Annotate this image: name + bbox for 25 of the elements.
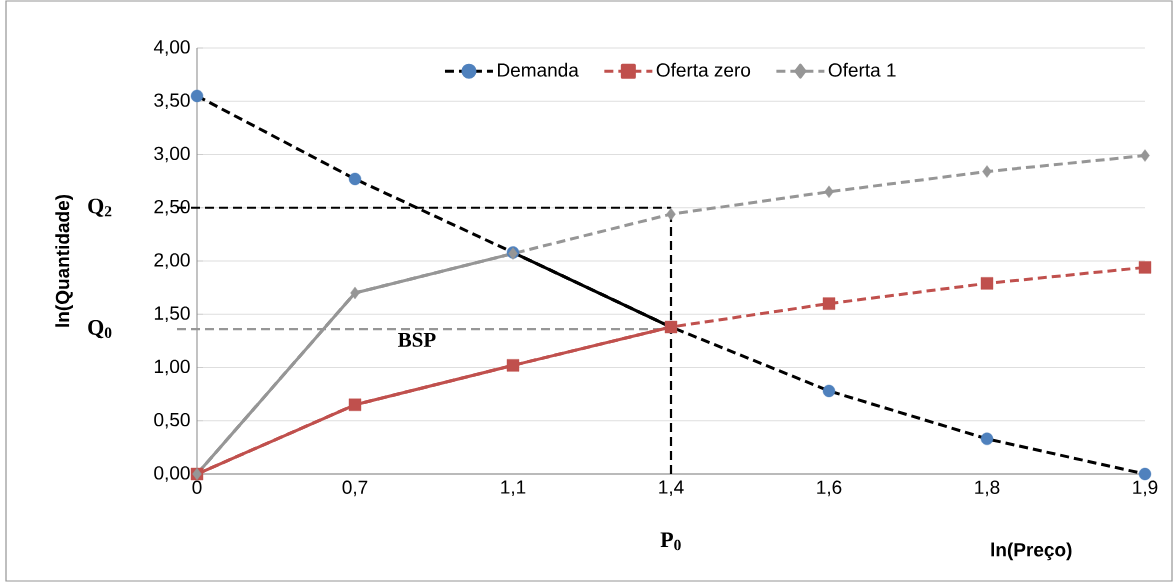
- y-tick-label: 4,00: [153, 40, 190, 56]
- x-tick-label: 0,7: [342, 480, 368, 497]
- ref-line-label: Q$_{0}$: [88, 320, 112, 339]
- y-tick-label: 1,50: [154, 306, 190, 323]
- x-tick-label: 1,4: [659, 480, 684, 497]
- ref-line-label: P$_{0}$: [660, 532, 681, 551]
- legend-label: Oferta zero: [656, 62, 751, 77]
- y-tick-label: 3,00: [154, 146, 190, 163]
- y-axis-title: ln(Quantidade): [55, 194, 73, 327]
- legend-label: Demanda: [498, 62, 579, 77]
- y-tick-label: 0,50: [154, 412, 190, 429]
- x-tick-label: 1,6: [817, 480, 842, 497]
- x-axis-title: ln(Preço): [991, 542, 1072, 561]
- legend-label: Oferta 1: [828, 62, 896, 77]
- y-tick-label: 2,00: [154, 253, 190, 269]
- x-tick-label: 1,1: [501, 480, 526, 497]
- x-tick-label: 0: [192, 480, 202, 494]
- ref-line-label: Q$_{2}$: [88, 198, 112, 217]
- x-tick-label: 1,8: [975, 480, 1000, 497]
- annotation: BSP: [398, 332, 436, 347]
- x-tick-label: 1,9: [1133, 480, 1158, 497]
- y-tick-label: 3,50: [154, 93, 190, 110]
- y-tick-label: 1,00: [154, 359, 190, 376]
- y-tick-label: 2,50: [154, 199, 190, 216]
- y-tick-label: 0,00: [154, 466, 190, 482]
